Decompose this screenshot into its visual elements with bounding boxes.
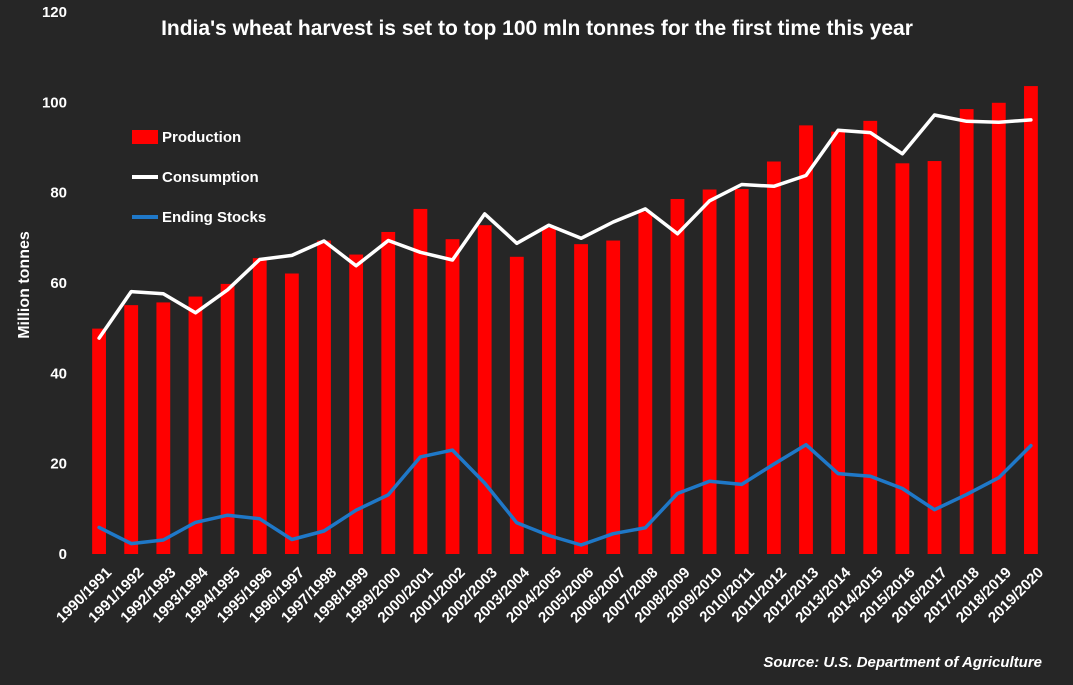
y-tick-label: 80 [50, 185, 67, 202]
legend-label: Ending Stocks [162, 209, 266, 226]
production-bar [445, 239, 460, 554]
legend-label: Production [162, 129, 241, 146]
production-bar [606, 240, 621, 554]
source-note: Source: U.S. Department of Agriculture [763, 654, 1042, 671]
legend-label: Consumption [162, 169, 259, 186]
production-bar [991, 102, 1006, 554]
production-bar [284, 273, 299, 554]
production-bar [317, 240, 331, 554]
production-bar [381, 231, 396, 554]
x-axis-ticks: 1990/19911991/19921992/19931993/19941994… [53, 564, 1047, 627]
chart-title: India's wheat harvest is set to top 100 … [161, 17, 913, 40]
y-tick-label: 120 [42, 4, 67, 21]
production-bar [702, 189, 717, 554]
y-tick-label: 60 [50, 275, 67, 292]
production-bar [188, 296, 203, 554]
y-tick-label: 20 [50, 456, 67, 473]
production-bar [638, 211, 653, 555]
production-bar [799, 125, 813, 554]
production-bar [413, 208, 428, 554]
legend-swatch-production [132, 130, 158, 144]
production-bar [220, 283, 235, 554]
production-bar [542, 227, 556, 554]
production-bar [895, 163, 910, 554]
y-axis-label: Million tonnes [16, 231, 33, 339]
legend: Production Consumption Ending Stocks [132, 129, 266, 226]
y-axis-ticks: 0 20 40 60 80 100 120 [42, 4, 67, 563]
production-bar [477, 225, 492, 555]
series-lines [97, 113, 1033, 547]
production-bar [349, 254, 364, 555]
production-bar [959, 109, 974, 554]
production-bar [92, 328, 106, 554]
production-bar [863, 120, 878, 554]
y-tick-label: 100 [42, 94, 67, 111]
ending-stocks-line [97, 442, 1033, 547]
production-bars [92, 86, 1038, 555]
production-bar [124, 305, 139, 554]
production-bar [574, 244, 588, 554]
production-bar [734, 189, 749, 554]
consumption-line [97, 113, 1033, 340]
production-bar [156, 302, 171, 554]
production-bar [927, 161, 942, 555]
production-bar [509, 256, 524, 554]
y-tick-label: 0 [59, 546, 67, 563]
production-bar [670, 198, 685, 555]
production-bar [831, 131, 846, 555]
y-tick-label: 40 [50, 365, 67, 382]
production-bar [252, 258, 267, 554]
production-bar [766, 161, 781, 555]
production-bar [1024, 86, 1038, 554]
